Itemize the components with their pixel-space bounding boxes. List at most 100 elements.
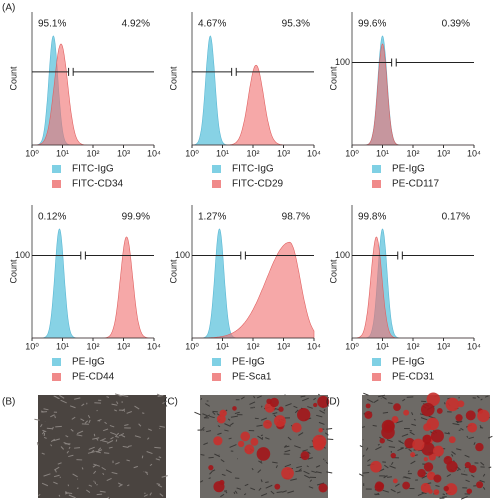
cell-texture <box>258 487 262 491</box>
cell-texture <box>80 418 85 422</box>
image-label: (C) <box>164 397 178 408</box>
lipid-droplet <box>208 465 214 471</box>
cell-texture <box>318 393 320 396</box>
lipid-droplet <box>436 408 443 414</box>
cell-texture <box>208 477 211 480</box>
cell-texture <box>410 460 416 465</box>
cell-texture <box>103 452 110 454</box>
cell-texture <box>230 415 238 418</box>
cell-texture <box>106 477 112 482</box>
cell-texture <box>115 461 120 465</box>
cell-texture <box>74 397 81 400</box>
cell-texture <box>294 409 299 414</box>
x-tick-label: 10⁴ <box>467 148 481 158</box>
cell-texture <box>256 424 263 427</box>
cell-texture <box>157 395 164 397</box>
lipid-droplet <box>390 452 396 459</box>
cell-texture <box>386 439 393 443</box>
lipid-droplet <box>256 447 271 461</box>
cell-texture <box>91 449 95 453</box>
cell-texture <box>398 440 404 445</box>
cell-texture <box>95 450 101 454</box>
cell-texture <box>65 435 69 438</box>
cell-texture <box>87 451 95 454</box>
legend-label: PE-CD117 <box>392 179 439 190</box>
cell-texture <box>372 424 377 427</box>
cell-texture <box>225 491 228 494</box>
cell-texture <box>455 420 462 423</box>
cell-texture <box>270 490 275 495</box>
cell-texture <box>373 399 379 404</box>
lipid-droplet <box>317 395 330 408</box>
cell-texture <box>316 414 323 418</box>
x-tick-label: 10⁰ <box>345 341 359 351</box>
cell-texture <box>257 435 263 440</box>
y-label: Count <box>8 66 18 91</box>
cell-texture <box>388 446 396 448</box>
cell-texture <box>88 419 91 424</box>
cell-texture <box>256 395 262 399</box>
lipid-droplet <box>446 461 458 473</box>
cell-texture <box>143 494 148 497</box>
cell-texture <box>111 403 118 406</box>
lipid-droplet <box>432 445 444 457</box>
cell-texture <box>293 405 298 409</box>
cell-texture <box>144 471 148 474</box>
lipid-droplet <box>468 464 477 474</box>
cell-texture <box>157 484 163 488</box>
left-percent: 99.8% <box>358 212 386 223</box>
cell-texture <box>409 431 415 436</box>
lipid-droplet <box>364 410 373 419</box>
legend-label: FITC-CD34 <box>72 179 124 190</box>
x-tick-label: 10³ <box>277 148 290 158</box>
cell-texture <box>275 465 278 469</box>
cell-texture <box>387 476 392 478</box>
cell-texture <box>451 453 454 457</box>
lipid-droplet <box>403 409 410 416</box>
cell-texture <box>304 474 311 479</box>
gate-right <box>235 67 314 76</box>
legend-swatch <box>212 358 221 366</box>
y-label: Count <box>168 66 178 91</box>
x-tick-label: 10⁴ <box>307 341 321 351</box>
cell-texture <box>244 483 249 487</box>
cell-texture <box>251 467 254 471</box>
cell-texture <box>116 401 119 405</box>
lipid-droplet <box>423 462 434 472</box>
lipid-droplet <box>417 469 426 478</box>
gate-left <box>352 58 393 67</box>
cell-texture <box>115 439 118 442</box>
cell-texture <box>420 417 428 421</box>
cell-texture <box>276 491 283 493</box>
cell-texture <box>149 463 153 467</box>
cell-texture <box>326 428 333 430</box>
cell-texture <box>377 443 380 446</box>
cell-texture <box>473 442 476 445</box>
image-label: (B) <box>2 397 15 408</box>
legend-label: FITC-CD29 <box>232 179 284 190</box>
lipid-droplet <box>467 422 478 433</box>
cell-texture <box>133 465 139 469</box>
cell-texture <box>313 397 317 401</box>
right-percent: 95.3% <box>282 19 310 30</box>
cell-texture <box>159 425 165 428</box>
legend-label: PE-IgG <box>392 357 425 368</box>
legend-swatch <box>52 358 61 366</box>
right-percent: 98.7% <box>282 212 310 223</box>
cell-texture <box>229 422 234 426</box>
gate-right <box>401 251 474 260</box>
cell-texture <box>464 454 470 458</box>
right-percent: 4.92% <box>122 19 150 30</box>
gate-left <box>192 67 233 76</box>
legend-swatch <box>52 373 61 381</box>
cell-texture <box>205 403 211 407</box>
cell-texture <box>41 430 45 435</box>
cell-texture <box>159 493 164 497</box>
x-tick-label: 10⁴ <box>147 148 161 158</box>
cell-texture <box>53 438 60 442</box>
cell-texture <box>401 433 409 437</box>
micrograph <box>38 395 166 498</box>
cell-texture <box>260 493 268 497</box>
cell-texture <box>272 461 278 464</box>
cell-texture <box>367 398 374 403</box>
